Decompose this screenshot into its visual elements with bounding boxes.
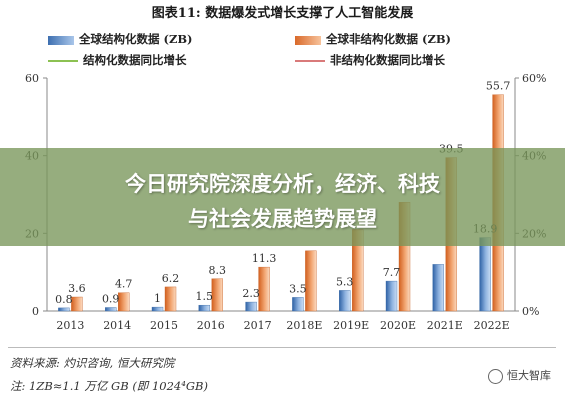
watermark-text: 恒大智库 — [507, 369, 551, 382]
wechat-icon — [488, 368, 503, 384]
banner-line-2: 与社会发展趋势展望 — [188, 207, 377, 231]
bar-structured — [432, 264, 444, 312]
data-label: 0.8 — [55, 293, 73, 306]
bar-structured — [385, 280, 398, 312]
x-tick-label: 2016 — [197, 319, 225, 332]
x-tick-label: 2022E — [474, 319, 510, 332]
bar-structured — [339, 290, 351, 312]
data-label: 5.3 — [336, 275, 354, 288]
data-label: 0.9 — [102, 293, 120, 306]
legend-unstructured-growth: 非结构化数据同比增长 — [295, 52, 445, 68]
data-label: 3.6 — [68, 282, 86, 295]
x-tick-label: 2015 — [150, 319, 178, 332]
bar-unstructured — [117, 292, 130, 312]
chart-title: 图表11: 数据爆发式增长支撑了人工智能发展 — [151, 6, 414, 21]
divider — [8, 347, 556, 348]
data-label: 2.3 — [242, 287, 260, 300]
legend-label-unstructured: 全球非结构化数据 (ZB) — [326, 32, 451, 46]
x-tick-label: 2021E — [427, 319, 463, 332]
bar-structured — [58, 307, 70, 312]
banner-line-1: 今日研究院深度分析，经济、科技 — [125, 172, 440, 196]
data-label: 8.3 — [209, 264, 227, 277]
data-label: 6.2 — [162, 272, 180, 285]
x-tick-label: 2020E — [380, 319, 416, 332]
bar-structured — [104, 307, 117, 312]
legend-label-structured-growth: 结构化数据同比增长 — [83, 53, 187, 67]
y-right-tick-label: 60% — [522, 72, 546, 85]
y-left-tick-label: 0 — [32, 305, 39, 318]
bar-structured — [151, 306, 164, 312]
data-label: 1 — [154, 292, 161, 305]
x-tick-label: 2017 — [244, 319, 272, 332]
data-label: 7.7 — [383, 266, 401, 279]
x-tick-label: 2013 — [56, 319, 84, 332]
bar-structured — [479, 237, 491, 312]
data-label: 55.7 — [486, 80, 511, 93]
legend-swatch-structured-growth — [48, 60, 78, 62]
legend-label-unstructured-growth: 非结构化数据同比增长 — [330, 53, 445, 67]
bar-structured — [198, 304, 211, 312]
x-tick-label: 2018E — [286, 319, 322, 332]
bar-unstructured — [258, 266, 270, 312]
data-label: 3.5 — [289, 282, 307, 295]
source-text: 资料来源: 灼识咨询, 恒大研究院 — [10, 356, 175, 370]
legend-swatch-structured — [48, 35, 74, 45]
y-right-tick-label: 0% — [522, 305, 539, 318]
legend-structured-growth: 结构化数据同比增长 — [48, 52, 187, 68]
legend-unstructured: 全球非结构化数据 (ZB) — [295, 31, 451, 47]
note-text: 注: 1ZB≈1.1 万亿 GB (即 1024⁴GB) — [10, 379, 208, 393]
bar-structured — [245, 301, 257, 312]
data-label: 1.5 — [196, 290, 214, 303]
legend-label-structured: 全球结构化数据 (ZB) — [79, 32, 193, 46]
bar-unstructured — [71, 296, 83, 312]
bar-unstructured — [164, 286, 177, 312]
bar-unstructured — [305, 250, 317, 312]
x-tick-label: 2014 — [103, 319, 131, 332]
data-label: 4.7 — [115, 278, 133, 291]
data-label: 11.3 — [252, 252, 277, 265]
x-tick-label: 2019E — [333, 319, 369, 332]
legend-structured: 全球结构化数据 (ZB) — [48, 31, 193, 47]
legend-swatch-unstructured — [295, 35, 321, 45]
watermark: 恒大智库 — [488, 367, 551, 384]
legend-swatch-unstructured-growth — [295, 60, 325, 62]
y-left-tick-label: 60 — [25, 72, 39, 85]
bar-unstructured — [211, 278, 224, 312]
bar-structured — [292, 297, 304, 312]
overlay-banner — [0, 148, 565, 246]
